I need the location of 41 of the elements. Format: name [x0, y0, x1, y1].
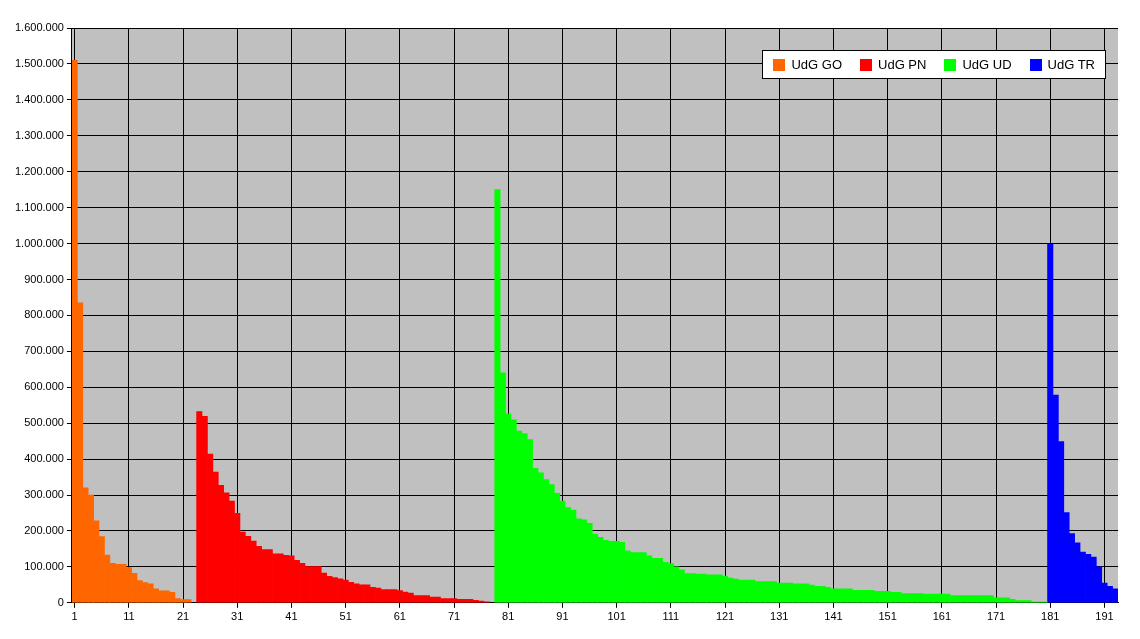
x-tick-label: 121: [715, 610, 735, 623]
y-tick-label: 1.100.000: [15, 200, 64, 213]
x-tick-label: 131: [770, 610, 789, 623]
x-tick-label: 91: [556, 610, 569, 623]
legend-label: UdG UD: [962, 57, 1012, 72]
x-tick-label: 151: [878, 610, 897, 623]
x-tick-label: 31: [231, 610, 244, 623]
x-tick-label: 181: [1041, 610, 1060, 623]
y-tick-label: 400.000: [24, 452, 64, 465]
x-tick-label: 1: [71, 610, 78, 623]
y-tick-label: 100.000: [24, 559, 64, 572]
x-tick-label: 141: [824, 610, 843, 623]
legend-label: UdG TR: [1047, 57, 1095, 72]
y-tick-label: 700.000: [24, 344, 64, 357]
y-tick-label: 0: [57, 595, 64, 608]
x-tick-label: 61: [393, 610, 406, 623]
y-tick-label: 300.000: [24, 488, 64, 501]
x-tick-label: 191: [1095, 610, 1114, 623]
x-tick-label: 161: [932, 610, 952, 623]
x-tick-label: 71: [447, 610, 461, 623]
y-tick-label: 1.600.000: [15, 21, 64, 34]
y-tick-label: 200.000: [24, 523, 64, 536]
x-tick-label: 171: [986, 610, 1006, 623]
y-tick-label: 1.200.000: [15, 164, 64, 177]
x-tick-label: 11: [123, 610, 135, 623]
y-tick-label: 1.400.000: [15, 92, 64, 105]
x-tick-label: 111: [662, 610, 680, 623]
y-tick-label: 1.300.000: [15, 128, 64, 141]
y-tick-label: 800.000: [24, 308, 64, 321]
y-tick-label: 500.000: [24, 416, 64, 429]
y-tick-label: 1.500.000: [15, 56, 64, 69]
y-tick-label: 1.000.000: [15, 236, 64, 249]
x-tick-label: 21: [176, 610, 190, 623]
y-tick-label: 900.000: [24, 272, 64, 285]
x-tick-label: 41: [285, 610, 298, 623]
x-tick-label: 81: [502, 610, 515, 623]
legend-label: UdG PN: [878, 57, 927, 72]
x-tick-label: 101: [607, 610, 626, 623]
legend-label: UdG GO: [791, 57, 843, 72]
y-tick-label: 600.000: [24, 380, 64, 393]
x-tick-label: 51: [339, 610, 352, 623]
